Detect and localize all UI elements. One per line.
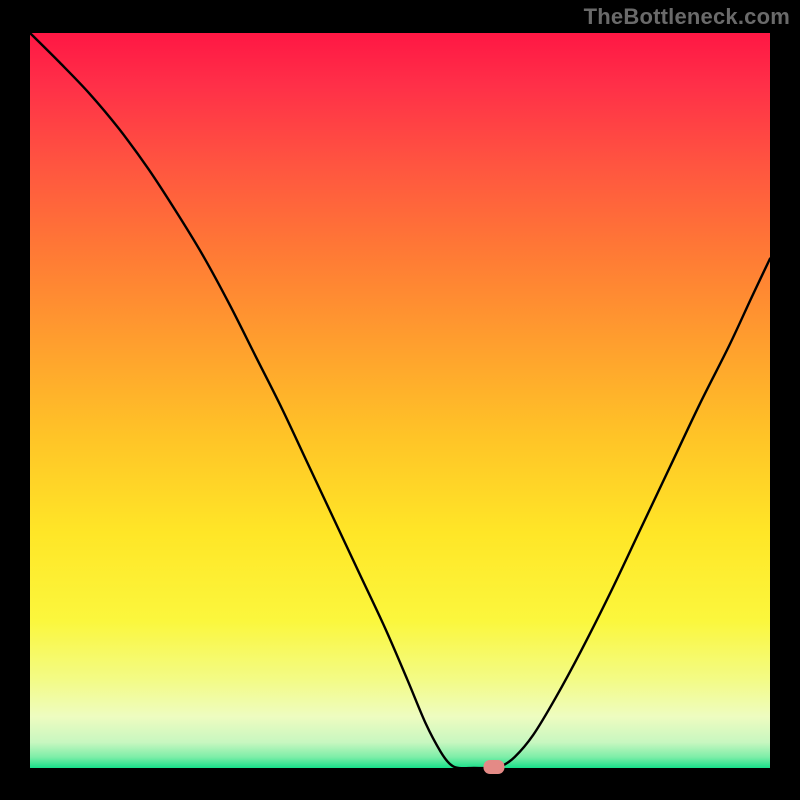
optimal-point-marker bbox=[484, 761, 504, 774]
plot-background bbox=[30, 33, 770, 768]
bottleneck-chart bbox=[0, 0, 800, 800]
watermark-text: TheBottleneck.com bbox=[584, 4, 790, 30]
chart-container: TheBottleneck.com bbox=[0, 0, 800, 800]
